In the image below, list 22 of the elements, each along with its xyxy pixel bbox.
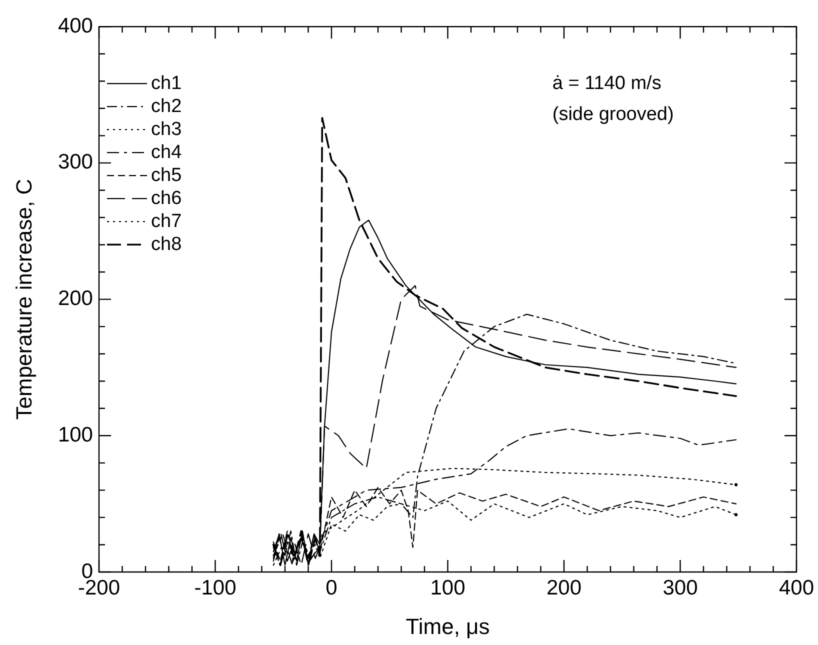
legend-label: ch1: [151, 72, 182, 94]
legend-label: ch6: [151, 188, 182, 209]
legend-label: ch3: [151, 118, 182, 140]
y-axis-title: Temperature increase, C: [11, 178, 36, 420]
legend-label: ch4: [151, 142, 182, 163]
x-tick-label: 100: [430, 576, 466, 600]
legend-label: ch5: [151, 164, 182, 186]
y-tick-label: 400: [58, 14, 93, 38]
legend-label: ch8: [151, 234, 182, 255]
legend-label: ch2: [151, 96, 182, 117]
x-tick-label: 0: [326, 576, 338, 600]
annotation: ȧ = 1140 m/s: [552, 72, 662, 94]
x-tick-label: -100: [194, 576, 236, 600]
legend-label: ch7: [151, 210, 182, 232]
x-tick-label: 300: [662, 576, 698, 600]
y-tick-label: 200: [58, 287, 93, 310]
x-axis-title: Time, μs: [406, 614, 490, 639]
x-tick-label: 200: [546, 576, 582, 600]
annotation: (side grooved): [552, 104, 674, 125]
y-tick-label: 300: [58, 150, 93, 174]
y-tick-label: 100: [58, 423, 93, 446]
x-tick-label: 400: [778, 576, 814, 600]
